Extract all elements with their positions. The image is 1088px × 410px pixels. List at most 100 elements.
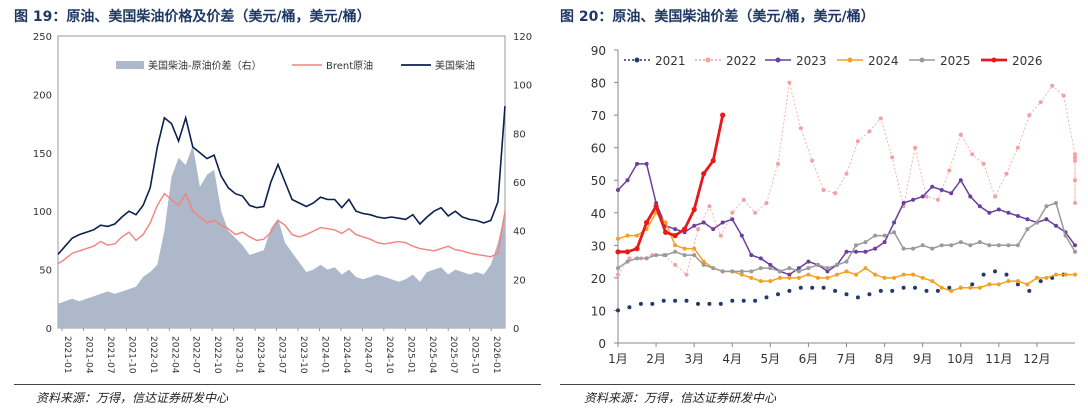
right-y-tick-label: 0 [598, 337, 606, 351]
right-series-2025-point [930, 246, 935, 251]
right-series-2024-point [815, 275, 820, 280]
right-series-2021-point [707, 301, 712, 306]
right-y-tick-label: 40 [591, 207, 606, 221]
right-series-2025-point [644, 256, 649, 261]
right-series-2023-point [873, 246, 878, 251]
right-series-2021-point [764, 295, 769, 300]
right-series-2025-point [958, 240, 963, 245]
right-series-2024-point [777, 275, 782, 280]
left-x-tick-label: 2022-01 [148, 336, 158, 374]
right-series-2023-point [796, 266, 801, 271]
right-series-2023-point [635, 161, 639, 166]
right-series-2022-point [753, 210, 758, 215]
right-series-2023-point [1025, 217, 1030, 222]
right-series-2022-point [924, 194, 929, 199]
right-series-2025-point [616, 266, 620, 271]
right-series-2024-point [835, 272, 839, 277]
right-series-2022-point [627, 256, 632, 261]
right-series-2022-point [730, 210, 735, 215]
right-series-2022-point [787, 80, 792, 85]
right-series-2023-point [920, 194, 925, 199]
right-series-2023-point [758, 256, 763, 261]
left-x-tick-label: 2024-04 [341, 336, 351, 374]
right-series-2025-point [968, 243, 973, 248]
right-series-2026-point [615, 249, 621, 255]
right-y-tick-label: 90 [591, 44, 606, 58]
right-series-2025-point [854, 243, 858, 248]
right-x-tick-label: 12月 [1023, 352, 1050, 366]
right-x-tick-label: 10月 [947, 352, 974, 366]
right-series-2026-point [682, 226, 688, 232]
right-series-2025-point [768, 266, 773, 271]
right-series-2021-point [901, 285, 906, 290]
left-x-tick-label: 2024-10 [384, 336, 394, 374]
right-rule [560, 384, 1075, 385]
left-x-tick-label: 2025-10 [470, 336, 480, 374]
right-series-2025-point [654, 253, 659, 258]
right-series-2021-point [935, 288, 940, 293]
right-series-2021-point [627, 305, 632, 310]
right-series-2025-point [739, 269, 744, 274]
right-x-tick-label: 3月 [684, 352, 704, 366]
right-series-2021-point [1015, 282, 1020, 287]
right-series-2025-point [701, 262, 706, 267]
right-series-2025-point [625, 259, 630, 264]
right-series-2023-point [787, 272, 792, 277]
right-x-tick-label: 5月 [761, 352, 781, 366]
right-series-2025-point [1025, 227, 1030, 232]
right-series-2023-point [673, 227, 678, 232]
right-series-2024-point [968, 285, 973, 290]
right-series-2023-point [911, 197, 916, 202]
left-x-tick-label: 2022-07 [191, 336, 201, 374]
right-series-2025-point [692, 253, 697, 258]
right-series-2022-line [617, 82, 1076, 276]
right-series-2022-point [741, 197, 746, 202]
right-series-2026-point [634, 246, 640, 252]
right-y-tick-label: 80 [591, 77, 606, 91]
right-series-2021-point [890, 288, 895, 293]
left-x-tick-label: 2023-04 [255, 336, 265, 374]
right-series-2025-point [730, 269, 735, 274]
right-series-2022-point [993, 194, 997, 199]
right-series-2023-point [1073, 243, 1077, 248]
left-x-tick-label: 2026-01 [491, 336, 501, 374]
left-y-tick-label: 250 [33, 32, 52, 43]
right-series-2022-point [1038, 100, 1043, 105]
right-series-2025-point [796, 269, 801, 274]
left-x-tick-label: 2021-10 [126, 336, 136, 374]
right-series-2025-point [720, 269, 725, 274]
right-series-2022-point [1073, 201, 1077, 205]
right-series-2022-point [810, 158, 815, 163]
right-series-2024-point [1044, 275, 1049, 280]
right-series-2024-point [854, 272, 858, 277]
right-series-2022-point [935, 197, 940, 202]
right-series-2022-point [867, 129, 872, 134]
right-series-2022-point [1073, 152, 1077, 157]
right-series-2023-point [987, 210, 992, 215]
right-legend-label-2023: 2023 [796, 54, 827, 68]
right-series-2026-point [644, 219, 650, 226]
right-series-2023-point [892, 220, 897, 225]
right-series-2024-point [806, 272, 811, 277]
left-x-tick-label: 2021-07 [105, 336, 115, 374]
left-legend-label-spread: 美国柴油-原油价差（右） [148, 59, 262, 72]
right-series-2021-point [718, 301, 723, 306]
right-legend-marker-2024 [847, 57, 853, 63]
right-series-2023-point [768, 262, 773, 267]
right-series-2022-point [718, 233, 723, 238]
right-series-2022-point [696, 227, 700, 232]
right-series-2024-point [616, 236, 620, 241]
right-series-2024-point [873, 272, 878, 277]
right-series-2025-point [749, 269, 754, 274]
right-series-2025-point [977, 240, 982, 245]
right-series-2025-point [1006, 243, 1011, 248]
right-series-2026-point [653, 203, 659, 209]
right-x-tick-label: 2月 [646, 352, 666, 366]
right-series-2022-point [776, 161, 780, 166]
right-series-2023-point [968, 194, 973, 199]
right-series-2025-point [758, 266, 763, 271]
left-x-tick-label: 2021-01 [62, 336, 72, 374]
right-series-2025-point [825, 266, 830, 271]
left-x-tick-label: 2022-04 [169, 336, 179, 374]
right-series-2021-point [867, 292, 872, 297]
